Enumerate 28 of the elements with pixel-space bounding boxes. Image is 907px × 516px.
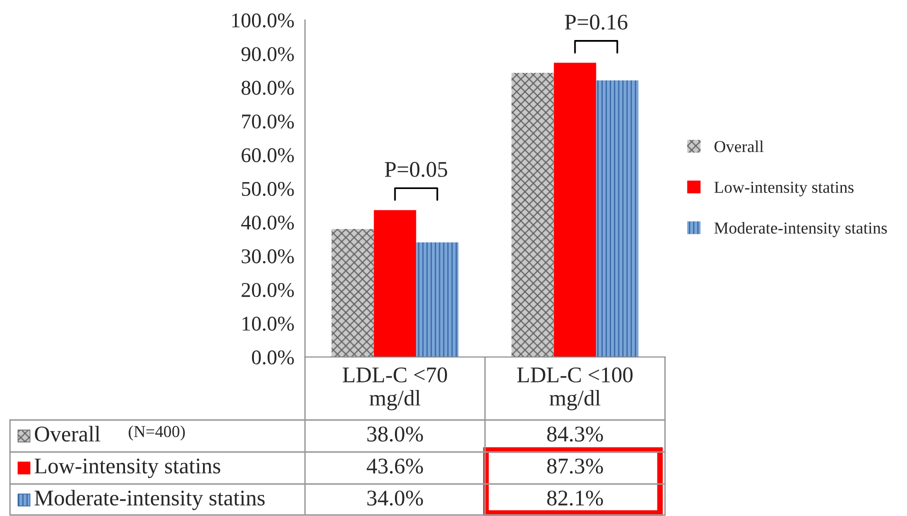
data-label: 43.6% <box>366 458 423 474</box>
x-tick-label: LDL-C <70 mg/dl <box>342 367 448 410</box>
y-tick-label: 60.0% <box>242 148 294 162</box>
y-tick-label: 0.0% <box>252 350 294 365</box>
data-label: 38.0% <box>367 426 423 442</box>
legend-label: Moderate-intensity statins <box>714 222 887 238</box>
text: Moderate-intensity statins <box>34 490 265 510</box>
data-label: 82.1% <box>547 490 603 506</box>
text: Low-intensity statins <box>34 458 220 478</box>
text: Overall <box>34 426 100 442</box>
text: (N=400) <box>128 425 185 441</box>
y-tick-label: 70.0% <box>242 114 294 129</box>
y-tick-label: 10.0% <box>242 316 294 331</box>
y-tick-label: 40.0% <box>241 216 294 230</box>
legend-label: Overall <box>714 140 764 152</box>
y-tick-label: 30.0% <box>242 249 294 264</box>
annotation: P=0.05 <box>384 162 448 178</box>
legend-label: Low-intensity statins <box>714 182 854 196</box>
data-label: 87.3% <box>547 458 603 474</box>
y-tick-label: 20.0% <box>242 282 294 298</box>
data-label: 34.0% <box>367 490 423 506</box>
data-label: 84.3% <box>547 426 603 442</box>
x-tick-label: LDL-C <100 mg/dl <box>517 367 633 410</box>
y-tick-label: 100.0% <box>232 13 294 28</box>
y-tick-label: 80.0% <box>242 80 294 95</box>
annotation: P=0.16 <box>564 14 628 30</box>
y-tick-label: 50.0% <box>242 182 294 196</box>
y-tick-label: 90.0% <box>241 47 294 62</box>
